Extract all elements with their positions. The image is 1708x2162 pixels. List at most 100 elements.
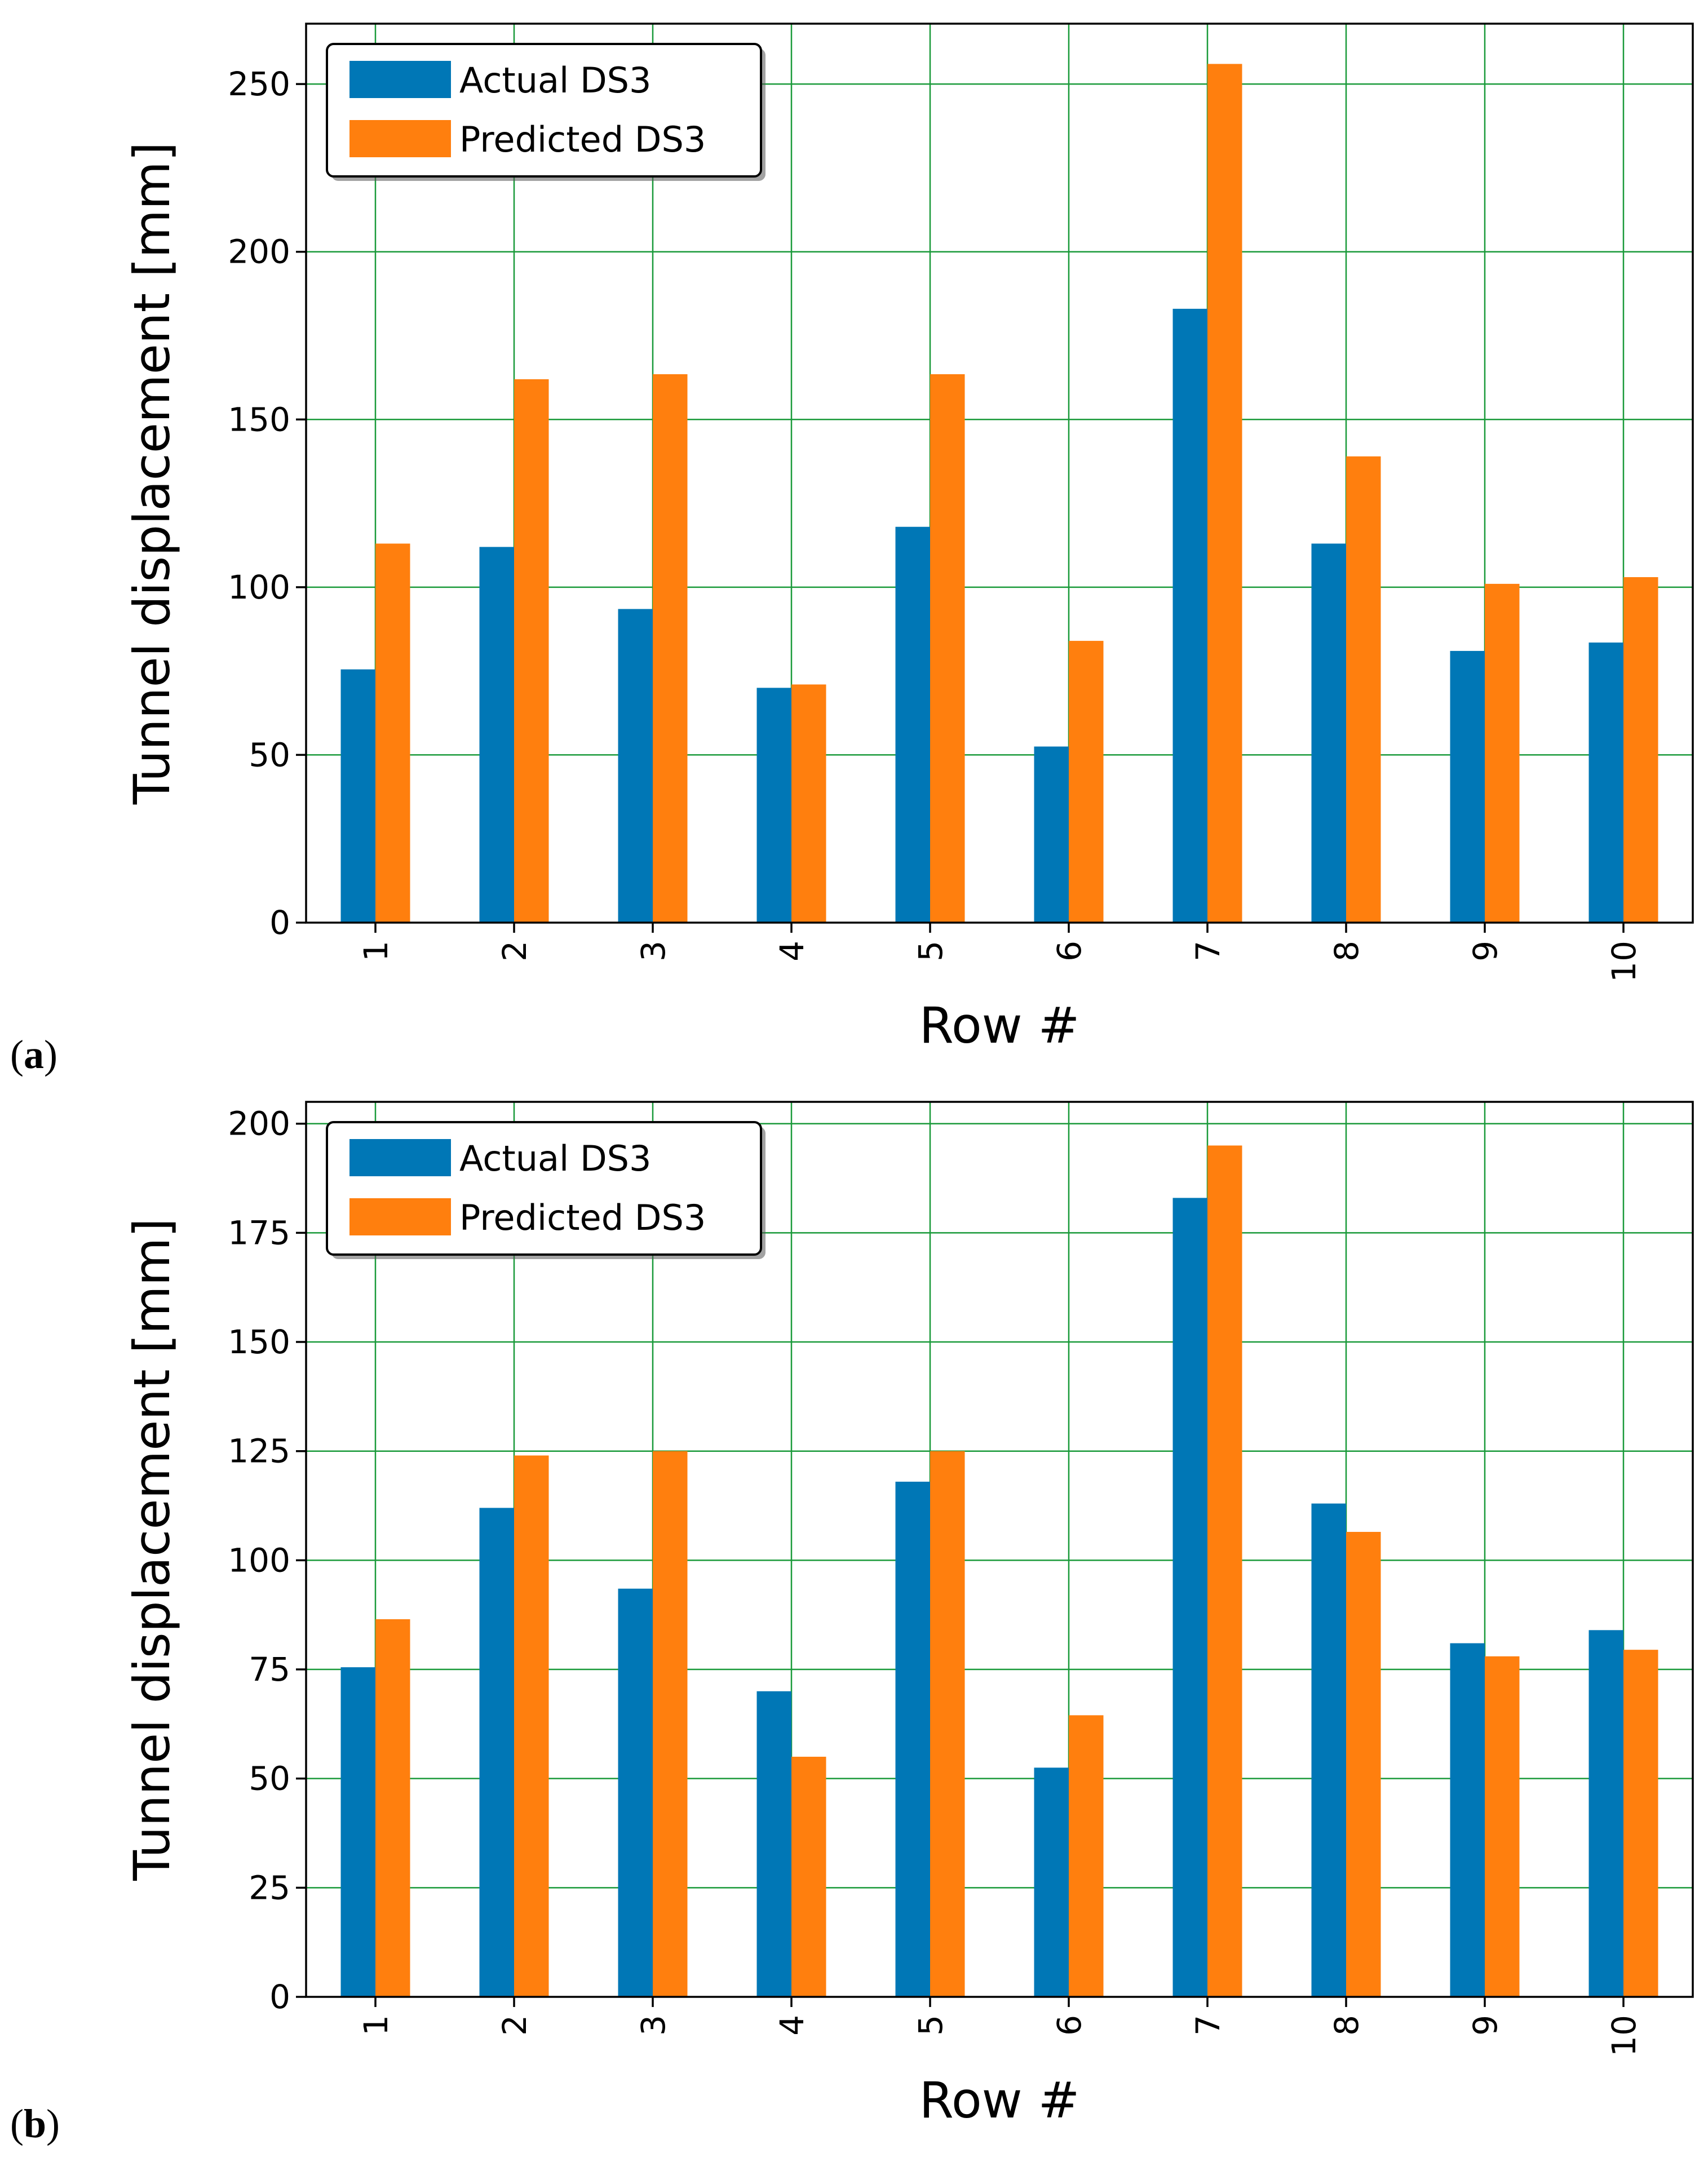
bar-actual-row-6	[1034, 1767, 1069, 1997]
bar-actual-row-5	[895, 526, 930, 923]
bar-actual-row-8	[1311, 1503, 1346, 1997]
bar-predicted-row-9	[1485, 583, 1520, 923]
bar-actual-row-7	[1172, 1198, 1207, 1997]
plot-frame	[305, 23, 1694, 924]
bar-predicted-row-10	[1623, 577, 1658, 923]
bar-actual-row-10	[1588, 643, 1623, 923]
x-tick-label: 1	[357, 941, 395, 962]
bar-actual-row-8	[1311, 543, 1346, 923]
panel-label-close-paren: )	[46, 2101, 60, 2146]
bar-actual-row-2	[479, 1508, 514, 1997]
legend-entry-predicted: Predicted DS3	[459, 119, 706, 160]
y-axis-label: Tunnel displacement [mm]	[123, 142, 181, 805]
y-tick-label: 75	[249, 1650, 290, 1689]
x-tick-label: 4	[773, 941, 811, 962]
bar-actual-row-10	[1588, 1630, 1623, 1997]
y-tick-label: 100	[228, 1541, 290, 1579]
y-tick-label: 50	[249, 736, 290, 774]
y-axis-label: Tunnel displacement [mm]	[123, 1218, 181, 1881]
x-axis-label: Row #	[919, 996, 1080, 1055]
bar-predicted-row-2	[514, 379, 549, 923]
x-tick-label: 1	[357, 2015, 395, 2036]
x-tick-label: 3	[634, 2015, 672, 2036]
x-tick-label: 9	[1466, 941, 1505, 962]
bar-actual-row-3	[618, 609, 653, 923]
legend-swatch-actual	[349, 61, 451, 98]
y-tick-label: 50	[249, 1760, 290, 1798]
legend-swatch-predicted	[349, 120, 451, 157]
y-tick-label: 0	[269, 1978, 290, 2016]
bar-predicted-row-4	[791, 684, 826, 923]
bar-predicted-row-1	[375, 1619, 410, 1997]
bar-actual-row-2	[479, 547, 514, 923]
bar-actual-row-5	[895, 1481, 930, 1997]
panel-label-letter: b	[24, 2101, 46, 2146]
y-tick-label: 200	[228, 1105, 290, 1143]
bar-predicted-row-10	[1623, 1650, 1658, 1997]
bar-predicted-row-6	[1069, 641, 1104, 923]
x-tick-label: 4	[773, 2015, 811, 2036]
legend-entry-actual: Actual DS3	[459, 1138, 652, 1179]
bar-actual-row-4	[756, 1691, 791, 1997]
x-tick-label: 5	[911, 941, 950, 962]
bar-actual-row-4	[756, 688, 791, 923]
x-tick-label: 10	[1605, 941, 1643, 982]
x-tick-label: 6	[1050, 941, 1088, 962]
panel-label: (b)	[10, 2101, 60, 2146]
panel-label-open-paren: (	[10, 2101, 24, 2146]
bar-predicted-row-8	[1346, 1532, 1381, 1997]
bar-predicted-row-5	[930, 1451, 965, 1997]
y-tick-label: 250	[228, 65, 290, 103]
bar-predicted-row-9	[1485, 1656, 1520, 1997]
bar-predicted-row-7	[1207, 64, 1242, 923]
bar-actual-row-1	[340, 669, 375, 923]
x-tick-label: 7	[1189, 941, 1227, 962]
x-tick-label: 5	[911, 2015, 950, 2036]
x-tick-label: 6	[1050, 2015, 1088, 2036]
y-tick-label: 25	[249, 1868, 290, 1907]
x-tick-label: 8	[1328, 941, 1366, 962]
chart-panel-b: 0 25 50 75 100 125 150 175 200 1 2 3 4 5 6 7 8 9 10 Tunnel …	[10, 1101, 1694, 2146]
bar-predicted-row-3	[653, 374, 688, 923]
legend-entry-predicted: Predicted DS3	[459, 1197, 706, 1238]
y-tick-label: 150	[228, 1323, 290, 1361]
bar-actual-row-9	[1450, 1643, 1485, 1997]
bar-predicted-row-3	[653, 1451, 688, 1997]
panel-label-open-paren: (	[10, 1032, 24, 1077]
x-tick-label: 7	[1189, 2015, 1227, 2036]
bar-actual-row-1	[340, 1667, 375, 1997]
x-tick-label: 2	[495, 941, 534, 962]
legend-entry-actual: Actual DS3	[459, 60, 652, 101]
bar-predicted-row-7	[1207, 1145, 1242, 1997]
bar-actual-row-3	[618, 1588, 653, 1997]
y-tick-label: 125	[228, 1432, 290, 1470]
bar-predicted-row-8	[1346, 456, 1381, 923]
bar-predicted-row-5	[930, 374, 965, 923]
bar-predicted-row-2	[514, 1455, 549, 1997]
x-tick-label: 8	[1328, 2015, 1366, 2036]
panel-label: (a)	[10, 1032, 57, 1077]
x-tick-label: 10	[1605, 2015, 1643, 2057]
chart-panel-a: 0 50 100 150 200 250 1 2 3 4 5 6 7 8 9 10 Tunnel displac…	[10, 23, 1694, 1077]
panel-label-letter: a	[24, 1032, 44, 1077]
x-axis-label: Row #	[919, 2071, 1080, 2129]
y-tick-label: 175	[228, 1213, 290, 1252]
y-tick-label: 150	[228, 400, 290, 438]
bar-predicted-row-4	[791, 1756, 826, 1997]
panel-label-close-paren: )	[44, 1032, 57, 1077]
x-tick-label: 2	[495, 2015, 534, 2036]
y-tick-label: 0	[269, 903, 290, 942]
legend-swatch-predicted	[349, 1198, 451, 1235]
bar-actual-row-7	[1172, 308, 1207, 923]
plot-frame	[305, 1101, 1694, 1998]
y-tick-label: 200	[228, 233, 290, 271]
bar-actual-row-9	[1450, 650, 1485, 923]
x-tick-label: 3	[634, 941, 672, 962]
bar-predicted-row-6	[1069, 1715, 1104, 1997]
x-tick-label: 9	[1466, 2015, 1505, 2036]
legend-swatch-actual	[349, 1139, 451, 1176]
bar-predicted-row-1	[375, 543, 410, 923]
bar-actual-row-6	[1034, 746, 1069, 923]
y-tick-label: 100	[228, 568, 290, 606]
